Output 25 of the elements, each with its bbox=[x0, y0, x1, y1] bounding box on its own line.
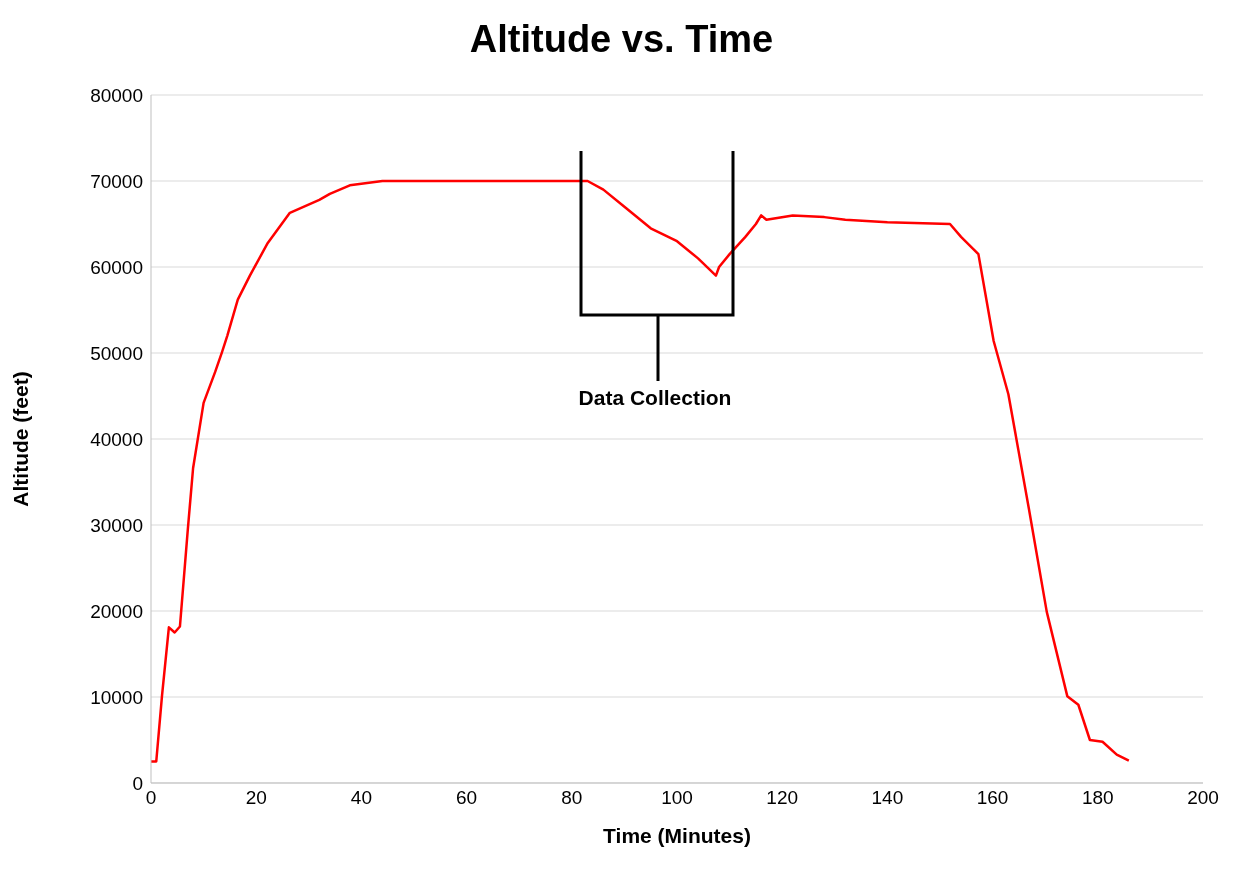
y-tick-label: 60000 bbox=[90, 256, 143, 278]
y-tick-label: 40000 bbox=[90, 428, 143, 450]
x-tick-label: 120 bbox=[766, 787, 799, 809]
y-tick-label: 20000 bbox=[90, 600, 143, 622]
y-tick-label: 10000 bbox=[90, 686, 143, 708]
x-tick-label: 100 bbox=[661, 787, 693, 809]
x-axis-title: Time (Minutes) bbox=[603, 824, 751, 847]
y-tick-label: 0 bbox=[132, 772, 143, 794]
x-tick-label: 80 bbox=[561, 787, 583, 809]
chart-title: Altitude vs. Time bbox=[468, 18, 775, 61]
x-tick-label: 140 bbox=[871, 787, 904, 809]
y-tick-label: 30000 bbox=[90, 514, 143, 536]
x-tick-label: 60 bbox=[456, 787, 478, 809]
x-tick-label: 160 bbox=[976, 787, 1009, 809]
x-tick-label: 0 bbox=[145, 787, 157, 809]
x-tick-label: 40 bbox=[350, 787, 372, 809]
y-axis-title: Altitude (feet) bbox=[9, 371, 33, 507]
x-tick-label: 20 bbox=[245, 787, 267, 809]
annotation: Data Collection bbox=[578, 386, 732, 409]
y-tick-label: 50000 bbox=[90, 342, 143, 364]
line-series bbox=[151, 179, 1131, 763]
y-tick-label: 80000 bbox=[90, 84, 143, 106]
x-tick-label: 180 bbox=[1081, 787, 1114, 809]
x-tick-label: 200 bbox=[1187, 787, 1219, 809]
y-tick-label: 70000 bbox=[90, 170, 143, 192]
